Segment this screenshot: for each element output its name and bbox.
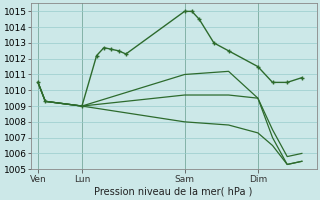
X-axis label: Pression niveau de la mer( hPa ): Pression niveau de la mer( hPa ): [94, 187, 253, 197]
